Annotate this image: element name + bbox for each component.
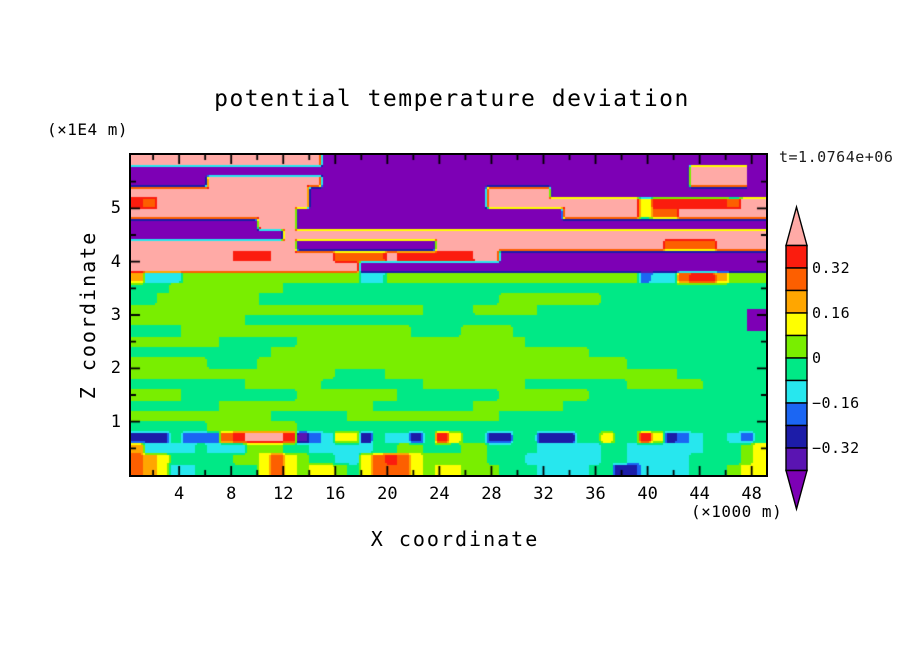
colorbar-cell <box>785 244 808 269</box>
colorbar-cell <box>785 379 808 404</box>
time-annotation: t=1.0764e+06 <box>779 148 894 166</box>
x-axis-unit-label: (×1000 m) <box>691 502 783 521</box>
x-tick-label: 4 <box>174 484 185 504</box>
colorbar-cell <box>785 424 808 449</box>
z-tick-label: 1 <box>110 411 121 432</box>
colorbar-tick-label: 0.32 <box>812 259 851 277</box>
x-tick-label: 8 <box>226 484 237 504</box>
x-tick-label: 12 <box>272 484 294 504</box>
x-tick-label: 40 <box>637 484 658 504</box>
colorbar-tick-label: 0 <box>812 349 822 367</box>
z-tick-label: 3 <box>110 305 121 325</box>
x-tick-label: 32 <box>533 484 554 504</box>
colorbar-cell <box>785 312 808 337</box>
colorbar-cell <box>785 402 808 427</box>
colorbar <box>785 204 808 512</box>
colorbar-cell <box>785 357 808 382</box>
contour-field-canvas <box>131 155 766 475</box>
z-tick-label: 5 <box>110 198 121 219</box>
colorbar-arrow-bottom <box>785 469 808 512</box>
x-tick-label: 24 <box>429 484 450 504</box>
x-tick-label: 28 <box>481 484 502 504</box>
x-tick-label: 48 <box>741 484 762 504</box>
z-tick-label: 4 <box>110 251 121 272</box>
x-tick-label: 36 <box>585 484 606 504</box>
page-title: potential temperature deviation <box>214 86 690 112</box>
x-axis-title: X coordinate <box>370 527 540 551</box>
colorbar-tick-label: −0.16 <box>812 394 860 412</box>
x-tick-label: 20 <box>377 484 398 504</box>
colorbar-arrow-top <box>785 204 808 247</box>
colorbar-cell <box>785 267 808 292</box>
colorbar-tick-label: 0.16 <box>812 304 851 322</box>
z-axis-unit-label: (×1E4 m) <box>47 120 129 139</box>
z-axis-title: Z coordinate <box>76 230 100 400</box>
colorbar-cell <box>785 334 808 359</box>
plot-area <box>129 153 768 477</box>
colorbar-cell <box>785 447 808 472</box>
colorbar-cell <box>785 289 808 314</box>
x-tick-label: 16 <box>325 484 346 504</box>
colorbar-tick-label: −0.32 <box>812 439 860 457</box>
x-tick-label: 44 <box>689 484 710 504</box>
z-tick-label: 2 <box>110 358 121 379</box>
